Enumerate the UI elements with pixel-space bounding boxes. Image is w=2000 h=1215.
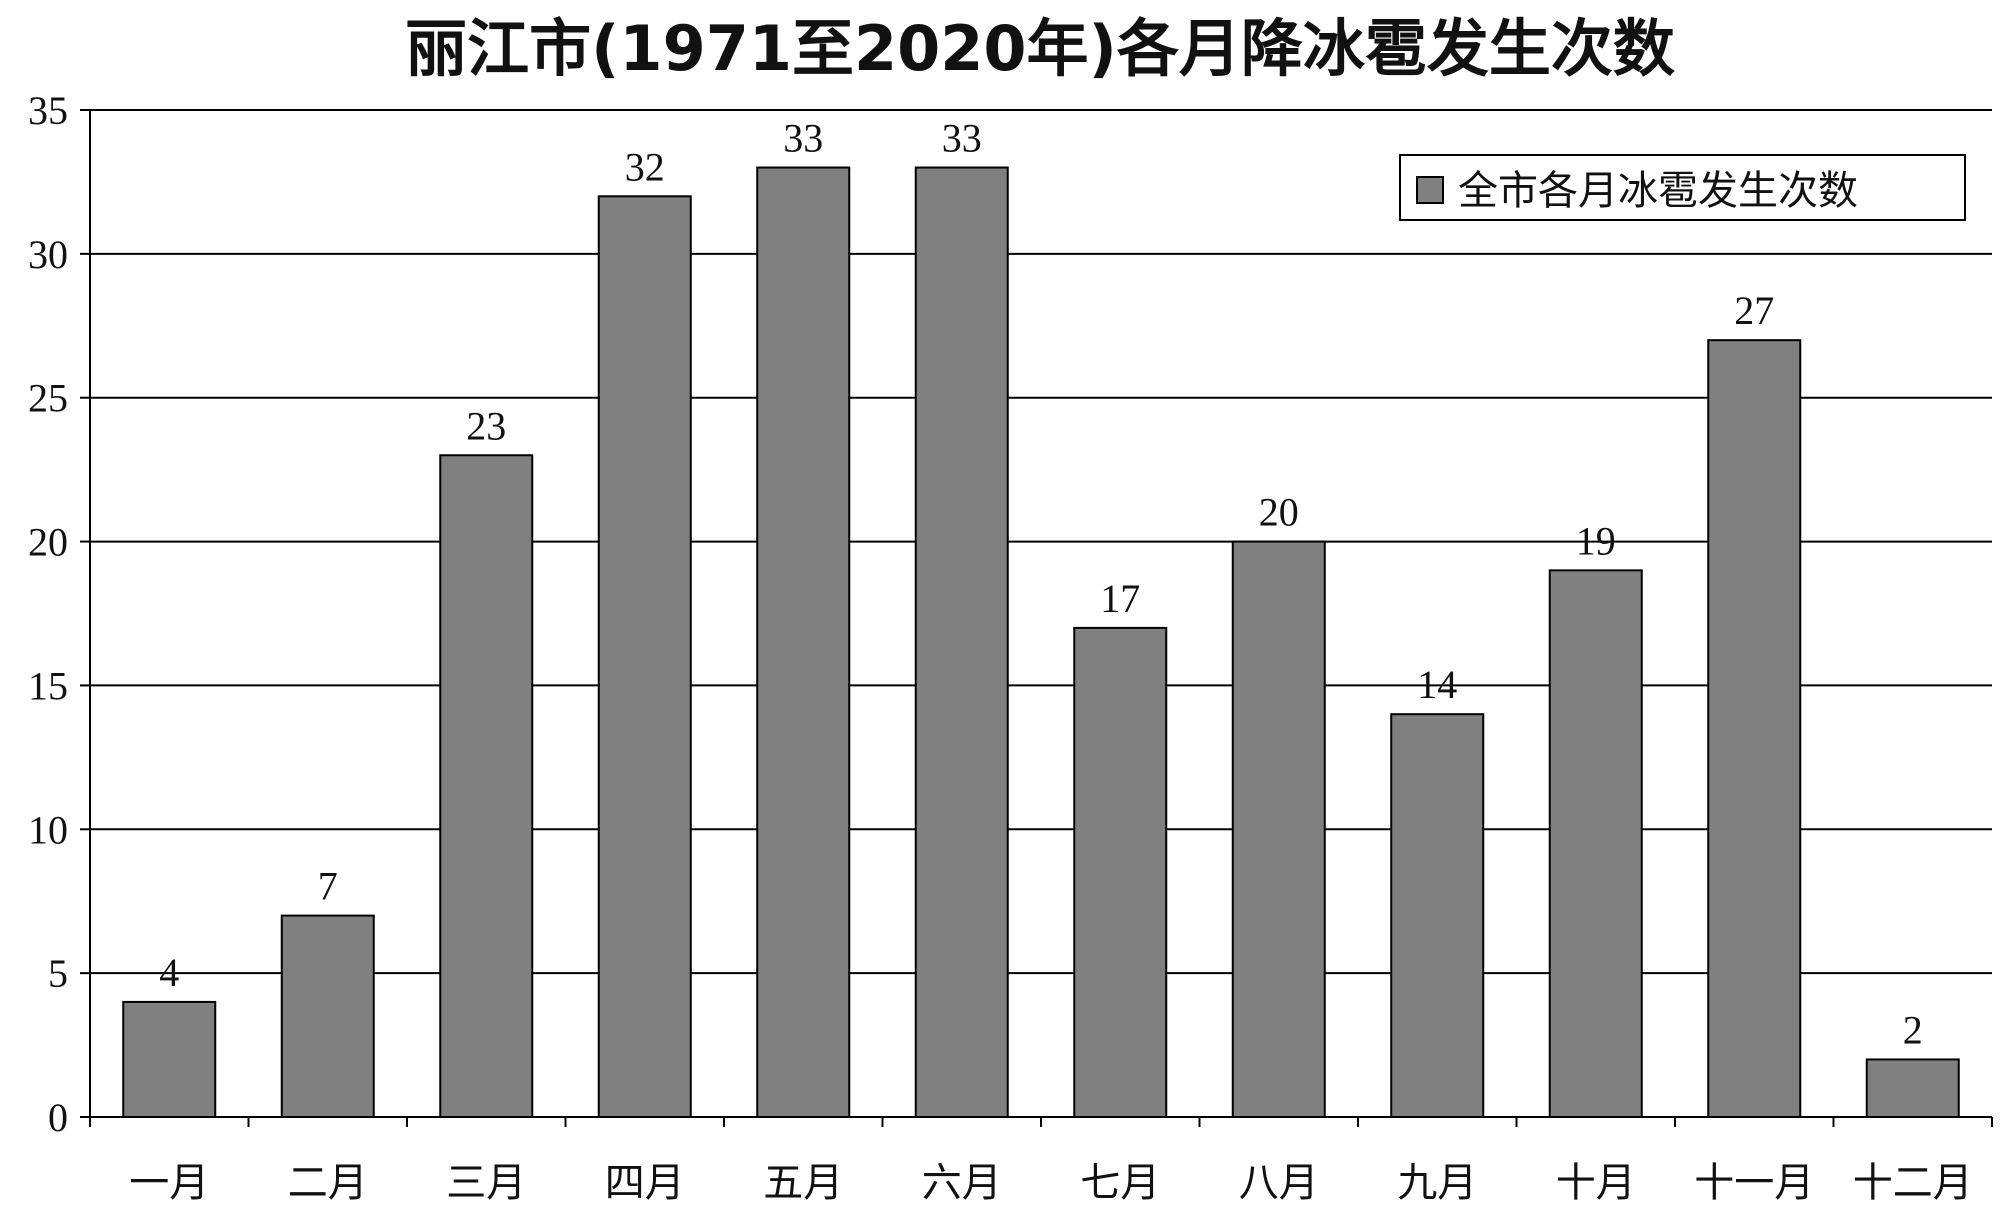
data-label-3: 23 [466, 403, 506, 448]
data-label-12: 2 [1903, 1007, 1923, 1052]
bar-8 [1231, 540, 1326, 1118]
data-label-5: 33 [783, 116, 823, 161]
x-tick-label-5: 五月 [763, 1160, 843, 1206]
bar-3 [439, 454, 534, 1118]
x-tick-label-1: 一月 [129, 1160, 209, 1206]
legend: 全市各月冰雹发生次数 [1399, 154, 1966, 221]
bar-6 [914, 166, 1009, 1119]
y-tick-label-35: 35 [28, 88, 68, 133]
bar-12 [1865, 1058, 1960, 1119]
x-tick-label-9: 九月 [1397, 1160, 1477, 1206]
y-tick-label-10: 10 [28, 807, 68, 852]
bar-10 [1548, 569, 1643, 1118]
x-tick-label-10: 十月 [1556, 1160, 1636, 1206]
x-tick-label-2: 二月 [288, 1160, 368, 1206]
data-label-10: 19 [1576, 518, 1616, 563]
x-tick-label-8: 八月 [1239, 1160, 1319, 1206]
bar-4 [597, 195, 692, 1119]
x-axis-ticks: 一月 二月 三月 四月 五月 六月 七月 八月 九月 十月 十一月 十二月 [89, 1117, 1993, 1206]
y-tick-label-0: 0 [48, 1095, 68, 1140]
axes [89, 110, 1992, 1118]
data-label-9: 14 [1417, 662, 1457, 707]
legend-box [1399, 154, 1966, 221]
legend-label: 全市各月冰雹发生次数 [1458, 168, 1858, 214]
y-axis-ticks: 0 5 10 15 20 25 30 35 [28, 88, 90, 1140]
bar-2 [280, 914, 375, 1118]
legend-swatch [1416, 176, 1444, 204]
y-tick-label-25: 25 [28, 376, 68, 421]
y-tick-label-20: 20 [28, 520, 68, 565]
data-label-6: 33 [942, 116, 982, 161]
bars [122, 166, 1960, 1119]
x-tick-label-3: 三月 [446, 1160, 526, 1206]
x-tick-label-4: 四月 [605, 1160, 685, 1206]
chart-title: 丽江市(1971至2020年)各月降冰雹发生次数 [405, 12, 1675, 85]
y-tick-label-5: 5 [48, 951, 68, 996]
data-label-7: 17 [1100, 576, 1140, 621]
y-tick-label-30: 30 [28, 232, 68, 277]
data-label-1: 4 [159, 950, 179, 995]
grid-lines [90, 109, 1992, 975]
bar-11 [1707, 339, 1802, 1118]
data-label-4: 32 [625, 144, 665, 189]
x-tick-label-11: 十一月 [1694, 1160, 1814, 1206]
data-label-2: 7 [318, 864, 338, 909]
bar-9 [1390, 713, 1485, 1118]
x-tick-label-12: 十二月 [1853, 1160, 1973, 1206]
bar-5 [756, 166, 851, 1119]
bar-7 [1073, 626, 1168, 1119]
x-tick-label-7: 七月 [1080, 1160, 1160, 1206]
data-label-11: 27 [1734, 288, 1774, 333]
y-tick-label-15: 15 [28, 663, 68, 708]
x-tick-label-6: 六月 [922, 1160, 1002, 1206]
data-labels: 4 7 23 32 33 33 17 20 14 19 27 2 [159, 116, 1923, 1053]
data-label-8: 20 [1259, 490, 1299, 535]
bar-1 [122, 1000, 217, 1119]
